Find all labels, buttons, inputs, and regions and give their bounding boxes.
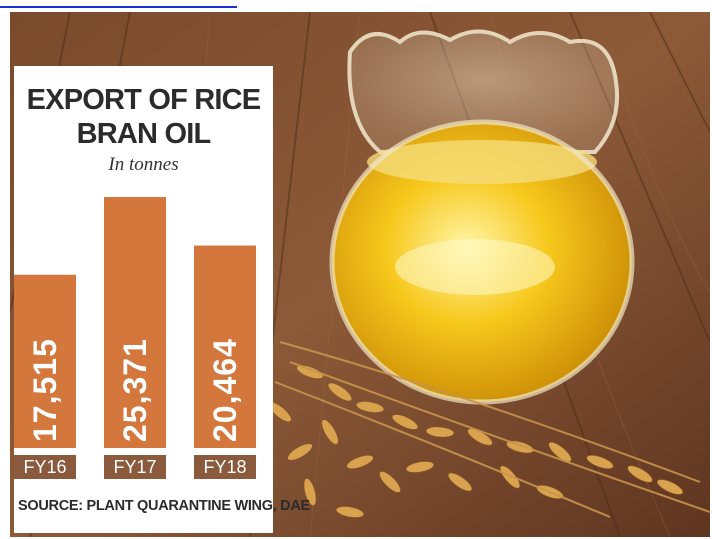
category-label-box [14, 455, 76, 479]
category-label: FY17 [113, 457, 156, 477]
chart-panel: EXPORT OF RICE BRAN OIL In tonnes 17,515… [14, 66, 310, 533]
top-link-fragment[interactable] [0, 0, 240, 12]
chart-subtitle: In tonnes [108, 154, 179, 175]
bar-fy17 [104, 197, 166, 448]
chart-title-text: EXPORT OF RICE BRAN OIL [26, 84, 262, 150]
category-label: FY16 [23, 457, 66, 477]
category-label-box [104, 455, 166, 479]
bar-fy16 [14, 274, 76, 448]
bar-value-label: 25,371 [117, 338, 153, 442]
bar-value-label: 20,464 [207, 338, 243, 442]
bar-chart: 17,515 FY16 25,371 FY17 20,464 FY18 [14, 197, 256, 479]
category-label: FY18 [203, 457, 246, 477]
category-label-box [194, 455, 256, 479]
chart-title: EXPORT OF RICE BRAN OIL [14, 83, 273, 151]
bar-value-label: 17,515 [27, 338, 63, 442]
source-note: SOURCE: PLANT QUARANTINE WING, DAE [18, 498, 310, 514]
bar-fy18 [194, 245, 256, 448]
